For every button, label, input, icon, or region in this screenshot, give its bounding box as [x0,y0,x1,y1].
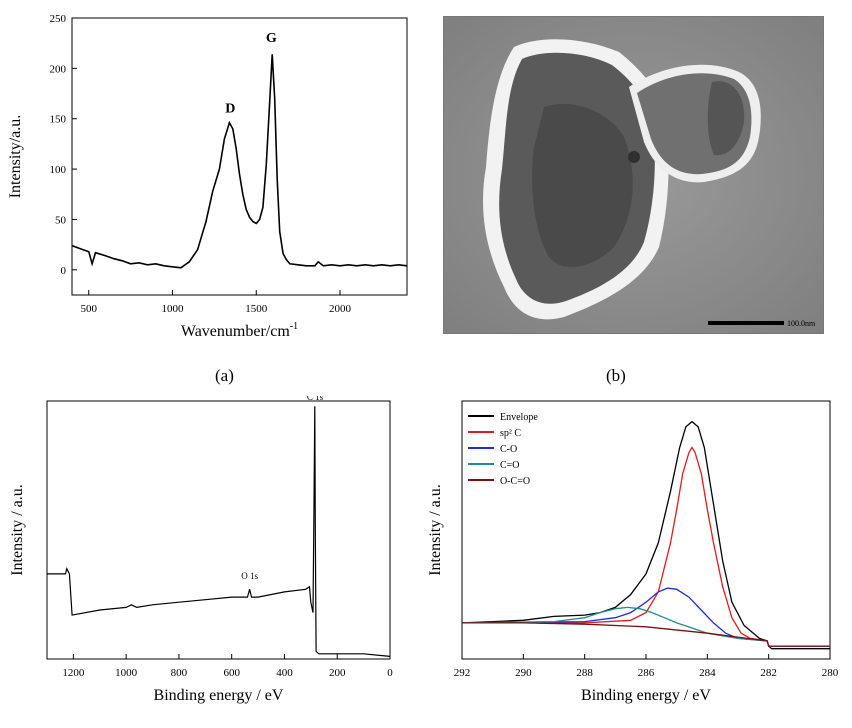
raman-chart: 500 1000 1500 2000 0 50 100 150 200 250 Wavenumber… [7,13,408,340]
peak-label-d: D [225,102,235,117]
x-tick-label: 2000 [329,303,352,315]
x-tick-label: 292 [454,667,471,679]
scale-bar [708,321,784,325]
caption-a: (a) [215,366,234,385]
tem-flake-drawing: 100.0nm [444,17,823,333]
x-axis-label: Binding energy / eV [581,687,711,704]
x-tick-label: 280 [822,667,839,679]
x-axis-label-superscript: -1 [290,321,298,332]
x-tick-label: 284 [699,667,716,679]
peak-label-g: G [266,31,277,46]
x-tick-label: 282 [760,667,777,679]
x-tick-label: 600 [223,667,240,679]
x-axis-label: Wavenumber/cm-1 [181,321,298,340]
x-tick-label: 286 [638,667,655,679]
x-tick-label: 800 [171,667,188,679]
caption-b: (b) [606,366,626,385]
x-tick-label: 400 [276,667,293,679]
y-tick-label: 150 [50,114,67,126]
y-tick-label: 200 [50,63,67,75]
x-axis-label: Binding energy / eV [154,687,284,704]
plot-frame [71,17,408,296]
x-tick-label: 290 [515,667,532,679]
x-tick-label: 500 [81,303,98,315]
x-tick-label: 200 [329,667,346,679]
legend-entry: C=O [500,460,520,471]
y-axis-label: Intensity / a.u. [9,484,26,576]
y-tick-label: 50 [55,214,67,226]
x-tick-label: 1000 [162,303,185,315]
legend-entry: sp² C [500,428,521,439]
y-axis-label: Intensity / a.u. [428,484,444,576]
series-line-4 [462,622,830,647]
series-line-3 [461,606,830,647]
y-tick-label: 100 [50,164,67,176]
y-tick-label: 250 [50,13,67,25]
xps-survey-chart: 1200 1000 800 600 400 200 0 Binding energy / eV… [9,396,393,704]
series-line-0 [461,420,830,650]
x-tick-label: 0 [387,667,393,679]
series-line-2 [461,587,830,647]
series-line [71,54,408,269]
peak-label: O 1s [241,571,258,581]
tem-image: 100.0nm [443,16,824,334]
legend-entry: O-C=O [500,476,530,487]
x-tick-label: 1000 [115,667,138,679]
x-tick-label: 288 [576,667,593,679]
xps-c1s-chart: 292 290 288 286 284 282 280 Binding energy / eV… [428,400,839,704]
legend-entry: C-O [500,444,517,455]
y-axis-label: Intensity/a.u. [7,115,24,199]
series-line [47,406,391,657]
x-tick-label: 1200 [62,667,85,679]
scale-bar-label: 100.0nm [787,319,816,328]
legend-entry: Envelope [500,412,538,423]
x-tick-label: 1500 [245,303,268,315]
y-tick-label: 0 [61,265,67,277]
plot-frame [46,400,391,660]
peak-label: C 1s [307,396,324,402]
